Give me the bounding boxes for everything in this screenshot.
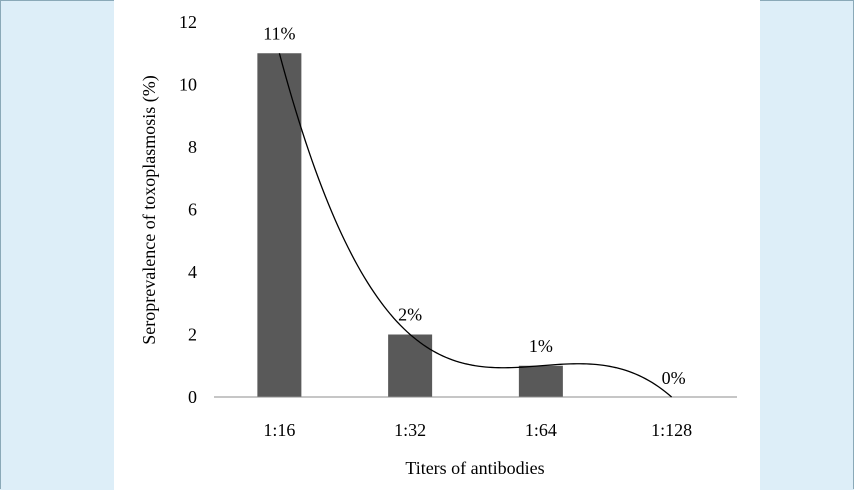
chart-panel — [114, 0, 760, 490]
bars — [257, 53, 563, 397]
y-tick-label: 6 — [188, 200, 197, 220]
x-tick-label: 1:128 — [651, 420, 692, 440]
x-tick-label: 1:16 — [263, 420, 295, 440]
x-tick-label: 1:64 — [525, 420, 557, 440]
y-axis-ticks: 0 2 4 6 8 10 12 — [179, 12, 197, 407]
bar — [388, 334, 433, 397]
y-axis-title: Seroprevalence of toxoplasmosis (%) — [139, 75, 160, 344]
y-tick-label: 8 — [188, 137, 197, 157]
y-tick-label: 0 — [188, 387, 197, 407]
y-tick-label: 10 — [179, 75, 197, 95]
x-axis-ticks: 1:16 1:32 1:64 1:128 — [263, 420, 692, 440]
y-tick-label: 12 — [179, 12, 197, 32]
trendline — [278, 53, 673, 398]
data-label: 1% — [529, 336, 553, 356]
x-tick-label: 1:32 — [394, 420, 426, 440]
data-label: 0% — [662, 368, 686, 388]
data-label: 2% — [398, 305, 422, 325]
data-label: 11% — [263, 23, 295, 43]
x-axis-title: Titers of antibodies — [405, 458, 544, 478]
bar — [518, 365, 563, 397]
data-labels: 11% 2% 1% 0% — [263, 23, 685, 388]
y-tick-label: 4 — [188, 262, 197, 282]
y-tick-label: 2 — [188, 325, 197, 345]
bar — [257, 53, 302, 397]
